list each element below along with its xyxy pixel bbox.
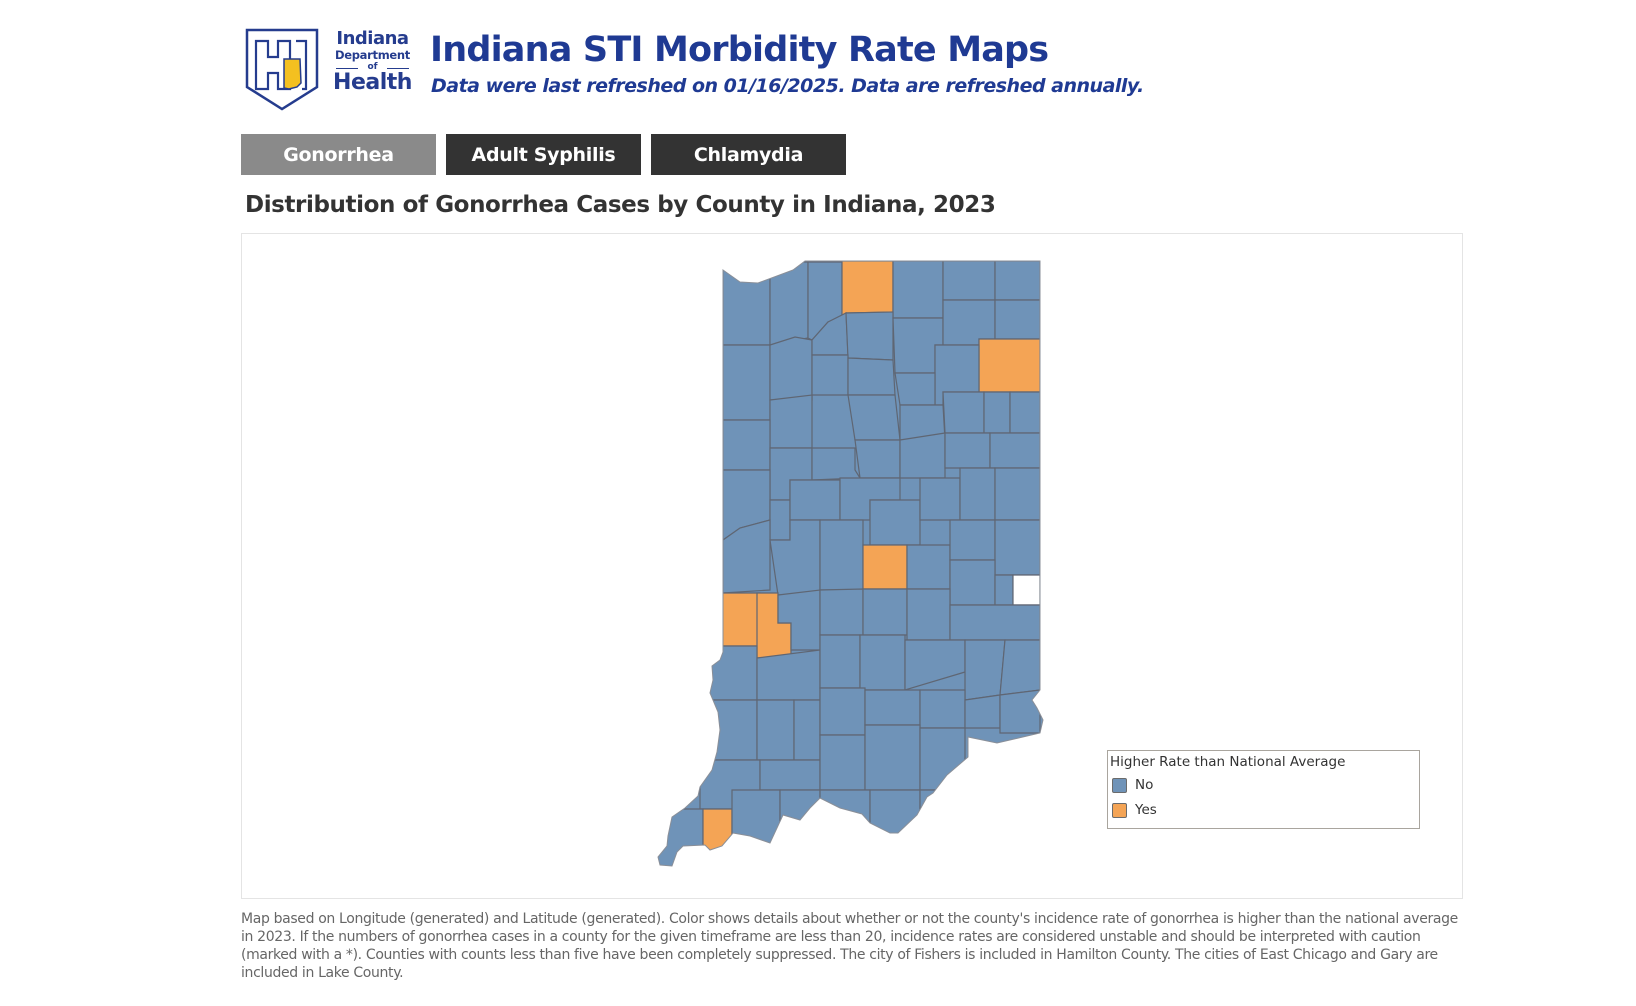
county-jasper[interactable]	[769, 336, 813, 401]
county-lagrange[interactable]	[942, 261, 996, 301]
refresh-note: Data were last refreshed on 01/16/2025. …	[431, 75, 1144, 97]
county-huntington[interactable]	[942, 391, 985, 434]
county-shelby[interactable]	[906, 588, 951, 641]
page-title: Indiana STI Morbidity Rate Maps	[430, 30, 1049, 70]
county-adams[interactable]	[1009, 391, 1041, 434]
county-montgomery[interactable]	[789, 479, 841, 521]
county-white[interactable]	[769, 394, 813, 449]
county-fountain[interactable]	[769, 499, 791, 541]
county-johnson[interactable]	[862, 588, 908, 636]
logo-line-of: of	[330, 62, 415, 72]
county-monroe[interactable]	[819, 634, 861, 689]
county-allen[interactable]	[978, 338, 1041, 393]
legend-item-yes[interactable]: Yes	[1112, 802, 1157, 818]
county-daviess[interactable]	[756, 699, 795, 761]
legend-label-yes: Yes	[1135, 802, 1157, 818]
county-hancock[interactable]	[906, 544, 951, 590]
county-jay[interactable]	[989, 432, 1041, 469]
county-jefferson-ohio[interactable]	[964, 694, 1001, 729]
county-wells[interactable]	[983, 391, 1011, 434]
county-grant[interactable]	[899, 432, 946, 479]
legend-item-no[interactable]: No	[1112, 777, 1153, 793]
map-legend: Higher Rate than National Average No Yes	[1107, 750, 1420, 829]
county-ripley[interactable]	[964, 639, 1006, 701]
county-hendricks[interactable]	[819, 519, 864, 591]
county-washington[interactable]	[864, 724, 921, 791]
county-franklin-decatur[interactable]	[949, 604, 1041, 641]
county-randolph[interactable]	[994, 467, 1041, 521]
county-rush[interactable]	[949, 559, 996, 606]
county-cass[interactable]	[847, 394, 901, 441]
legend-label-no: No	[1135, 777, 1154, 793]
county-dearborn[interactable]	[999, 639, 1041, 696]
logo-line-department: Department	[335, 48, 410, 62]
county-pike-dubois[interactable]	[759, 759, 821, 791]
county-henry[interactable]	[949, 519, 996, 561]
indiana-health-shield-icon	[245, 28, 319, 111]
county-fulton[interactable]	[847, 357, 896, 396]
county-benton[interactable]	[722, 419, 771, 471]
logo-line-indiana: Indiana	[336, 28, 409, 49]
county-jackson[interactable]	[864, 689, 921, 726]
county-delaware[interactable]	[959, 467, 996, 521]
county-howard[interactable]	[854, 439, 901, 479]
county-blackford[interactable]	[944, 432, 991, 469]
legend-swatch-no	[1112, 777, 1127, 793]
county-fayette[interactable]	[994, 574, 1014, 606]
county-madison[interactable]	[919, 477, 961, 521]
county-noble[interactable]	[942, 299, 996, 346]
county-steuben[interactable]	[994, 261, 1041, 301]
county-martin[interactable]	[793, 699, 821, 761]
idoh-logo-text: Indiana Department of Health	[330, 30, 415, 94]
legend-title: Higher Rate than National Average	[1110, 754, 1346, 770]
county-pulaski[interactable]	[811, 354, 849, 396]
county-marshall[interactable]	[845, 311, 894, 361]
idoh-logo	[244, 27, 434, 113]
tab-chlamydia[interactable]: Chlamydia	[651, 134, 846, 175]
county-union-suppressed[interactable]	[1012, 574, 1041, 606]
county-lawrence[interactable]	[819, 687, 866, 736]
county-wayne[interactable]	[994, 519, 1041, 576]
county-switzerland[interactable]	[999, 689, 1041, 734]
county-newton[interactable]	[722, 344, 771, 421]
county-orange[interactable]	[819, 734, 866, 791]
county-elkhart[interactable]	[892, 261, 944, 319]
county-marion[interactable]	[862, 544, 908, 590]
tab-adult-syphilis[interactable]: Adult Syphilis	[446, 134, 641, 175]
map-footnote: Map based on Longitude (generated) and L…	[241, 911, 1458, 981]
state-outline	[657, 260, 1044, 867]
county-dekalb[interactable]	[994, 299, 1041, 340]
county-jennings[interactable]	[919, 689, 966, 729]
map-title: Distribution of Gonorrhea Cases by Count…	[245, 192, 996, 218]
county-morgan[interactable]	[819, 588, 864, 636]
county-wabash[interactable]	[894, 372, 936, 406]
county-st-joseph[interactable]	[841, 261, 894, 323]
county-brown-bartholomew[interactable]	[859, 634, 906, 691]
county-hamilton-tipton[interactable]	[869, 499, 921, 546]
legend-swatch-yes	[1112, 802, 1127, 818]
county-greene[interactable]	[756, 649, 821, 701]
county-carroll[interactable]	[811, 447, 862, 481]
logo-line-health: Health	[333, 69, 412, 95]
tab-gonorrhea[interactable]: Gonorrhea	[241, 134, 436, 175]
